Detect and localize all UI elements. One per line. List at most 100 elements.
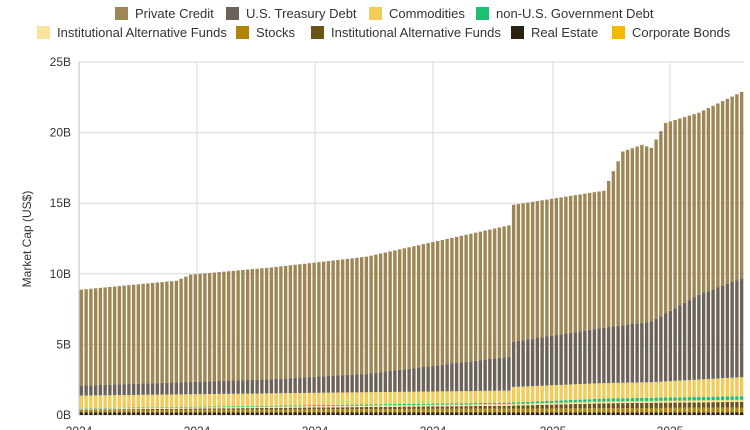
bar-segment-non-u-s-government-debt xyxy=(697,396,701,401)
bar-segment-institutional-alternative-funds xyxy=(146,408,150,410)
bar-segment-institutional-alternative-funds xyxy=(331,406,335,408)
bar-segment-institutional-alternative-funds xyxy=(383,405,388,407)
bar-segment-commodities xyxy=(497,390,502,403)
bar-segment-non-u-s-government-debt xyxy=(602,398,606,402)
bar-segment-private-credit xyxy=(302,263,307,378)
bar-segment-commodities xyxy=(701,379,706,397)
bar-segment-institutional-alternative-funds xyxy=(412,405,416,407)
bar-segment-stocks xyxy=(407,408,411,413)
bar-segment-u-s-treasury-debt xyxy=(174,382,179,395)
bar-segment-corporate-bonds xyxy=(716,400,720,401)
bar-segment-institutional-alternative-funds xyxy=(573,402,578,405)
bar-segment-non-u-s-government-debt xyxy=(302,405,307,407)
bar-segment-private-credit xyxy=(459,235,464,363)
x-tick-label: 2024 xyxy=(66,424,93,430)
bar-segment-institutional-alternative-funds xyxy=(302,406,307,408)
bar-segment-u-s-treasury-debt xyxy=(79,385,84,396)
bar-segment-stocks xyxy=(317,409,321,413)
bar-segment-private-credit xyxy=(169,281,174,383)
bar-segment-non-u-s-government-debt xyxy=(383,404,388,406)
bar-segment-u-s-treasury-debt xyxy=(374,372,378,393)
bar-segment-private-credit xyxy=(150,282,155,384)
bar-segment-private-credit xyxy=(578,194,582,332)
bar-segment-institutional-alternative-funds xyxy=(630,402,635,409)
bar-segment-stocks xyxy=(488,408,492,413)
bar-segment-private-credit xyxy=(697,112,701,295)
bar-segment-u-s-treasury-debt xyxy=(207,381,212,395)
bar-segment-institutional-alternative-funds xyxy=(459,406,464,409)
legend-swatch-institutional-alternative-funds-dark xyxy=(311,26,324,39)
bar-segment-non-u-s-government-debt xyxy=(283,405,288,407)
bar-segment-corporate-bonds xyxy=(450,404,454,406)
bar-segment-real-estate xyxy=(184,412,188,415)
bar-segment-u-s-treasury-debt xyxy=(393,370,397,392)
bar-segment-u-s-treasury-debt xyxy=(568,332,573,385)
bar-segment-non-u-s-government-debt xyxy=(725,396,730,400)
bar-segment-institutional-alternative-funds xyxy=(336,406,340,408)
bar-segment-corporate-bonds xyxy=(511,403,516,405)
bar-segment-real-estate xyxy=(374,412,378,415)
bar-segment-u-s-treasury-debt xyxy=(621,325,625,383)
bar-segment-private-credit xyxy=(431,242,435,366)
bar-segment-institutional-alternative-funds xyxy=(245,407,250,409)
bar-segment-institutional-alternative-funds xyxy=(635,402,639,409)
bar-segment-commodities xyxy=(179,394,183,407)
bar-segment-non-u-s-government-debt xyxy=(203,406,207,408)
bar-segment-private-credit xyxy=(388,251,392,371)
bar-segment-institutional-alternative-funds xyxy=(393,406,397,410)
bar-segment-real-estate xyxy=(279,412,283,415)
bar-segment-institutional-alternative-funds xyxy=(692,402,696,408)
bar-segment-corporate-bonds xyxy=(445,404,449,406)
bar-segment-private-credit xyxy=(644,146,649,323)
bar-segment-real-estate xyxy=(412,412,416,415)
bar-segment-stocks xyxy=(697,407,701,413)
bar-segment-real-estate xyxy=(488,412,492,415)
bar-segment-real-estate xyxy=(716,412,720,415)
bar-segment-institutional-alternative-funds xyxy=(217,407,221,409)
bar-segment-private-credit xyxy=(554,198,559,336)
bar-segment-private-credit xyxy=(89,288,93,386)
bar-segment-u-s-treasury-debt xyxy=(730,281,734,378)
bar-segment-non-u-s-government-debt xyxy=(440,403,445,405)
bar-segment-commodities xyxy=(492,390,497,403)
bar-segment-non-u-s-government-debt xyxy=(212,406,217,408)
bar-segment-institutional-alternative-funds xyxy=(621,403,625,409)
bar-segment-institutional-alternative-funds xyxy=(136,408,141,410)
bar-segment-corporate-bonds xyxy=(635,401,639,402)
y-tick-label: 15B xyxy=(50,196,71,210)
bar-segment-institutional-alternative-funds xyxy=(663,401,668,403)
bar-segment-commodities xyxy=(255,393,259,406)
bar-segment-institutional-alternative-funds xyxy=(283,407,288,410)
bar-segment-institutional-alternative-funds xyxy=(668,402,673,408)
bar-segment-non-u-s-government-debt xyxy=(179,406,183,408)
bar-segment-private-credit xyxy=(630,148,635,324)
bar-segment-stocks xyxy=(260,409,264,413)
legend-swatch-stocks xyxy=(236,26,249,39)
bar-segment-corporate-bonds xyxy=(535,403,540,404)
bar-segment-commodities xyxy=(393,391,397,405)
y-tick-label: 25B xyxy=(50,55,71,69)
bar-segment-private-credit xyxy=(245,269,250,380)
bar-segment-private-credit xyxy=(711,105,715,290)
bar-segment-institutional-alternative-funds xyxy=(450,406,454,409)
bar-segment-stocks xyxy=(264,409,269,413)
bar-segment-real-estate xyxy=(530,412,535,415)
bar-segment-institutional-alternative-funds xyxy=(374,405,378,407)
bar-segment-non-u-s-government-debt xyxy=(250,405,255,407)
bar-segment-institutional-alternative-funds xyxy=(701,400,706,403)
bar-segment-institutional-alternative-funds xyxy=(549,403,554,405)
bar-segment-real-estate xyxy=(79,412,84,415)
bar-segment-corporate-bonds xyxy=(649,400,654,402)
bar-segment-non-u-s-government-debt xyxy=(559,400,563,403)
bar-segment-stocks xyxy=(416,408,421,413)
bar-segment-commodities xyxy=(250,393,255,406)
bar-segment-institutional-alternative-funds xyxy=(630,401,635,403)
bar-segment-u-s-treasury-debt xyxy=(668,310,673,382)
bar-segment-institutional-alternative-funds xyxy=(407,405,411,407)
bar-segment-private-credit xyxy=(317,262,321,377)
bar-segment-institutional-alternative-funds xyxy=(583,402,587,404)
bar-segment-corporate-bonds xyxy=(687,400,692,402)
bar-segment-u-s-treasury-debt xyxy=(226,380,231,394)
bar-segment-non-u-s-government-debt xyxy=(393,404,397,406)
bar-segment-stocks xyxy=(630,408,635,413)
